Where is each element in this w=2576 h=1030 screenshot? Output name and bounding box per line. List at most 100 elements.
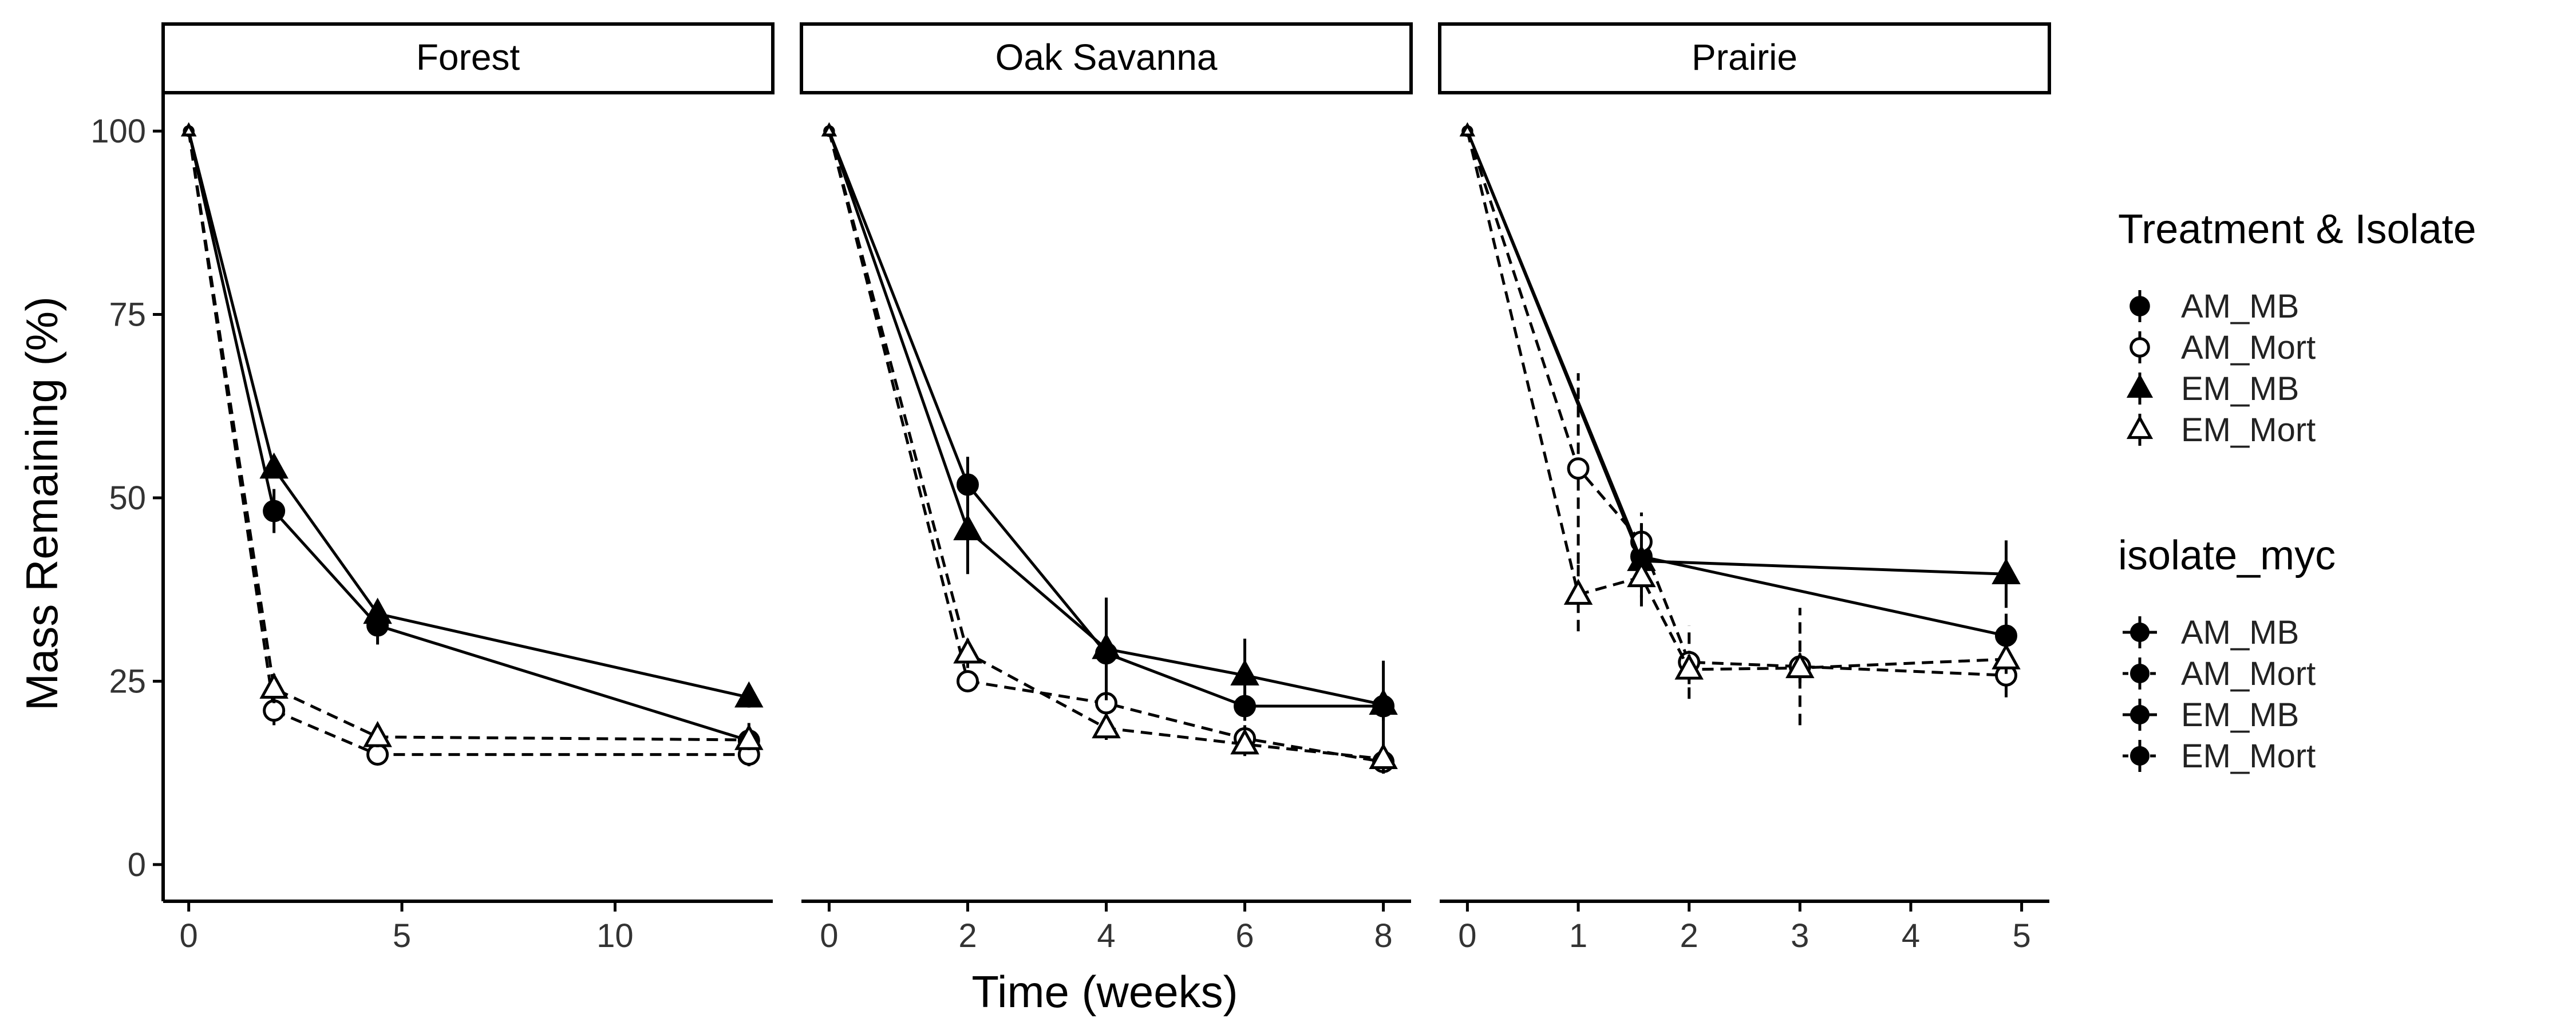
series-line bbox=[187, 130, 749, 699]
x-tick-label: 0 bbox=[180, 917, 198, 954]
x-tick-label: 3 bbox=[1791, 917, 1809, 954]
x-tick-label: 5 bbox=[2012, 917, 2030, 954]
legend-entry-label: AM_Mort bbox=[2181, 655, 2316, 692]
data-point bbox=[1994, 624, 2017, 647]
legend-key-marker bbox=[2130, 623, 2150, 642]
y-tick-label: 25 bbox=[109, 663, 146, 700]
facet-strip-label: Forest bbox=[416, 37, 520, 78]
x-tick-label: 8 bbox=[1374, 917, 1392, 954]
panel-oak-savanna: Oak Savanna 0 2 4 6 8 bbox=[800, 22, 1413, 954]
x-tick-label: 1 bbox=[1569, 917, 1587, 954]
data-point bbox=[366, 743, 389, 766]
legend-entry-label: EM_MB bbox=[2181, 696, 2299, 734]
data-point bbox=[263, 500, 286, 522]
x-tick-label: 4 bbox=[1902, 917, 1920, 954]
x-tick-label: 2 bbox=[1680, 917, 1698, 954]
series-line bbox=[1465, 130, 2006, 671]
data-point bbox=[1992, 643, 2021, 670]
series-am-mort bbox=[823, 125, 1395, 773]
x-axis-title: Time (weeks) bbox=[971, 966, 1238, 1017]
series-am-mort bbox=[1461, 125, 2017, 726]
legend-key-marker bbox=[2130, 705, 2150, 724]
y-tick-label: 75 bbox=[109, 296, 146, 334]
data-point bbox=[734, 681, 764, 708]
series-em-mort bbox=[821, 122, 1398, 774]
legend-entry-label: EM_Mort bbox=[2181, 411, 2316, 449]
y-tick-label: 100 bbox=[90, 113, 146, 150]
series-line bbox=[187, 130, 750, 742]
series-am-mort bbox=[183, 125, 760, 767]
data-point bbox=[180, 122, 197, 137]
data-point bbox=[1785, 652, 1815, 679]
data-point bbox=[1092, 712, 1121, 739]
series-am-mb bbox=[1461, 125, 2017, 658]
x-tick-label: 10 bbox=[596, 917, 634, 954]
data-point bbox=[1563, 579, 1593, 605]
data-point bbox=[363, 720, 392, 747]
series-em-mb bbox=[180, 122, 764, 708]
series-line bbox=[187, 130, 749, 742]
facet-strip-label: Oak Savanna bbox=[995, 37, 1218, 78]
x-tick-label: 6 bbox=[1235, 917, 1254, 954]
data-point bbox=[1369, 743, 1398, 770]
series-em-mort bbox=[1459, 122, 2021, 684]
data-point bbox=[1674, 653, 1704, 680]
series-line bbox=[1466, 130, 2006, 576]
data-point bbox=[1992, 558, 2021, 585]
legend-key-marker bbox=[2129, 296, 2150, 316]
legend-entry-label: EM_MB bbox=[2181, 370, 2299, 407]
series-line bbox=[827, 130, 1384, 763]
legend-treatment-isolate: Treatment & Isolate AM_MB AM_Mort EM_MB EM_M… bbox=[2118, 207, 2476, 449]
legend-key-marker bbox=[2126, 415, 2154, 439]
y-tick-label: 50 bbox=[109, 480, 146, 517]
x-tick-label: 0 bbox=[1458, 917, 1476, 954]
data-point bbox=[734, 724, 764, 750]
data-point bbox=[363, 597, 392, 624]
legend-entry-label: AM_MB bbox=[2181, 614, 2299, 651]
legend-title: isolate_myc bbox=[2118, 533, 2336, 579]
data-point bbox=[1567, 457, 1590, 480]
legend-entry-label: EM_Mort bbox=[2181, 738, 2316, 775]
x-tick-label: 0 bbox=[820, 917, 838, 954]
series-em-mb bbox=[821, 122, 1398, 749]
data-point bbox=[953, 514, 982, 541]
axis-labels: Time (weeks) Mass Remaining (%) bbox=[17, 296, 1238, 1017]
legend-title: Treatment & Isolate bbox=[2118, 207, 2476, 252]
series-line bbox=[1466, 130, 2006, 677]
legend-key-marker bbox=[2130, 746, 2150, 766]
legend-entry-label: AM_Mort bbox=[2181, 329, 2316, 366]
legend-key-marker bbox=[2126, 374, 2154, 398]
data-point bbox=[1230, 659, 1259, 686]
series-line bbox=[187, 130, 749, 756]
x-tick-label: 5 bbox=[393, 917, 411, 954]
data-point bbox=[1459, 122, 1476, 137]
series-am-mb bbox=[823, 125, 1395, 721]
data-point bbox=[821, 122, 837, 137]
legend-isolate-myc: isolate_myc AM_MB AM_Mort EM_MB EM_Mort bbox=[2118, 533, 2336, 775]
data-point bbox=[1627, 561, 1656, 588]
data-point bbox=[259, 672, 289, 699]
x-tick-label: 4 bbox=[1097, 917, 1115, 954]
data-point bbox=[1230, 728, 1259, 755]
legends: Treatment & Isolate AM_MB AM_Mort EM_MB EM_M… bbox=[2118, 207, 2476, 775]
series-line bbox=[1466, 130, 2007, 637]
legend-key-marker bbox=[2129, 337, 2150, 358]
x-tick-label: 2 bbox=[958, 917, 977, 954]
legend-entry-label: AM_MB bbox=[2181, 288, 2299, 325]
series-em-mort bbox=[180, 122, 764, 750]
data-point bbox=[956, 670, 979, 692]
data-point bbox=[1092, 633, 1121, 659]
facet-strip-label: Prairie bbox=[1692, 37, 1797, 78]
panel-prairie: Prairie 0 1 2 3 4 5 bbox=[1438, 22, 2051, 954]
data-point bbox=[953, 637, 982, 664]
facet-strip bbox=[1438, 22, 2051, 94]
data-point bbox=[263, 699, 286, 722]
data-point bbox=[259, 452, 289, 479]
legend-key-marker bbox=[2130, 664, 2150, 683]
data-point bbox=[1369, 688, 1398, 715]
y-tick-label: 0 bbox=[128, 846, 146, 884]
y-axis-title: Mass Remaining (%) bbox=[17, 296, 67, 711]
